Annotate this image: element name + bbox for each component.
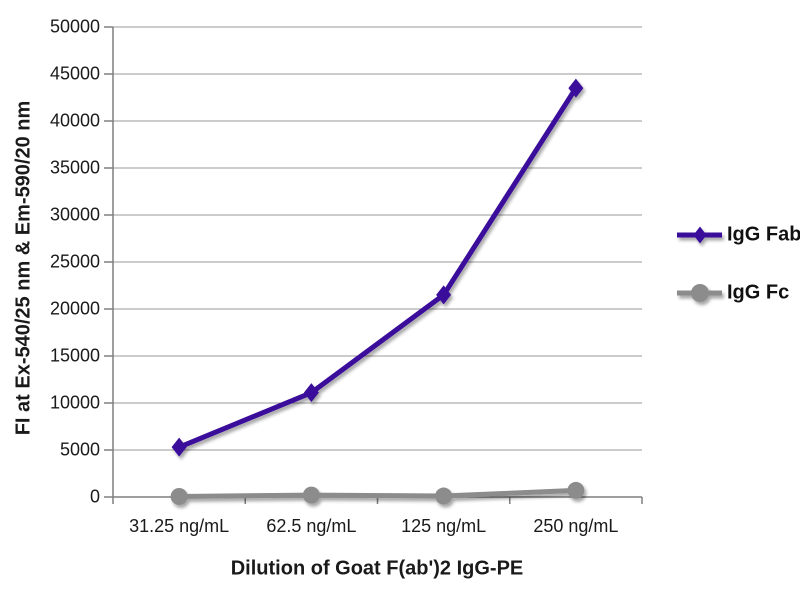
- y-tick-label: 5000: [59, 439, 100, 460]
- legend-marker-igg-fc: [677, 284, 722, 302]
- diamond-marker: [303, 383, 319, 403]
- x-category-label: 62.5 ng/mL: [266, 516, 357, 536]
- diamond-marker: [171, 437, 187, 457]
- legend-label: IgG Fc: [727, 281, 790, 304]
- y-axis-title: FI at Ex-540/25 nm & Em-590/20 nm: [12, 100, 35, 436]
- x-category-label: 31.25 ng/mL: [129, 516, 230, 536]
- circle-marker: [567, 481, 585, 499]
- diamond-marker: [568, 78, 584, 98]
- series-line: [179, 487, 576, 500]
- y-tick-label: 10000: [49, 392, 100, 413]
- series-igg-fc: [170, 481, 585, 506]
- circle-marker: [170, 488, 188, 506]
- diamond-marker: [436, 285, 452, 305]
- diamond-marker: [693, 226, 707, 244]
- series-line: [178, 86, 578, 450]
- y-tick-label: 40000: [49, 110, 100, 131]
- y-tick-label: 35000: [49, 157, 100, 178]
- y-tick-label: 0: [89, 486, 100, 507]
- series-igg-fab: [171, 78, 584, 457]
- legend-marker-igg-fab: [677, 226, 722, 244]
- circle-marker: [435, 487, 453, 505]
- x-category-label: 250 ng/mL: [533, 516, 619, 536]
- circle-marker: [302, 486, 320, 504]
- y-tick-label: 20000: [49, 298, 100, 319]
- circle-marker: [691, 284, 709, 302]
- y-tick-label: 30000: [49, 204, 100, 225]
- legend-label: IgG Fab: [727, 223, 800, 246]
- x-axis-title: Dilution of Goat F(ab')2 IgG-PE: [230, 557, 524, 580]
- x-category-label: 125 ng/mL: [401, 516, 487, 536]
- y-tick-label: 25000: [49, 251, 100, 272]
- y-tick-label: 45000: [49, 63, 100, 84]
- y-tick-label: 15000: [49, 345, 100, 366]
- y-tick-label: 50000: [49, 16, 100, 37]
